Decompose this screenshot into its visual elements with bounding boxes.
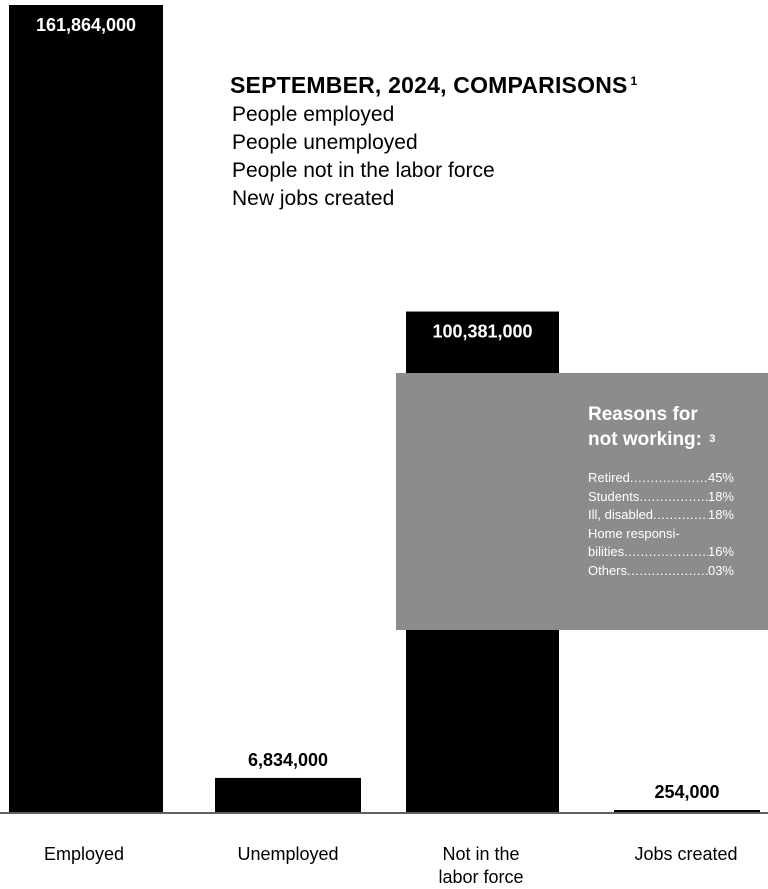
legend-item: People employed [232, 101, 495, 129]
value-label-3: 254,000 [654, 782, 719, 802]
reason-item: Ill, disabled18% [588, 506, 734, 525]
reasons-title: Reasons for not working: 3 [588, 402, 715, 452]
title-footnote: 1 [631, 74, 638, 88]
reasons-footnote: 3 [709, 433, 715, 445]
chart-title: SEPTEMBER, 2024, COMPARISONS 1 [230, 72, 637, 99]
x-tick-label-jobs-created: Jobs created [611, 843, 761, 866]
value-label-0: 161,864,000 [36, 15, 136, 35]
x-tick-label-employed: Employed [9, 843, 159, 866]
x-tick-label-unemployed: Unemployed [213, 843, 363, 866]
legend-item: New jobs created [232, 185, 495, 213]
reason-item: Home responsi- [588, 525, 734, 544]
reason-item: Retired45% [588, 469, 734, 488]
reason-item: Others03% [588, 562, 734, 581]
bar-1 [215, 778, 361, 812]
legend-item: People unemployed [232, 129, 495, 157]
reasons-list: Retired45% Students18% Ill, disabled18% … [588, 469, 734, 580]
x-tick-label-not-in-labor-force: Not in the labor force [406, 843, 556, 889]
reason-item: Students18% [588, 488, 734, 507]
legend: People employed People unemployed People… [232, 101, 495, 213]
legend-item: People not in the labor force [232, 157, 495, 185]
bar-3 [614, 810, 760, 812]
value-label-2: 100,381,000 [432, 322, 532, 342]
reason-item: bilities16% [588, 543, 734, 562]
value-label-1: 6,834,000 [248, 750, 328, 770]
bar-0 [9, 5, 163, 812]
